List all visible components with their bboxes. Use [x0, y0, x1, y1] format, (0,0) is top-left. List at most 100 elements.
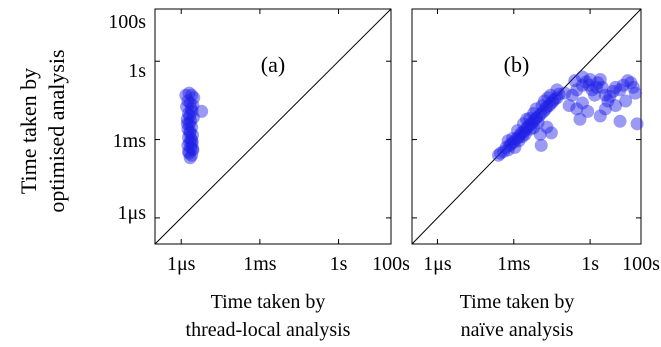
- data-point: [575, 96, 589, 110]
- data-point: [185, 137, 199, 151]
- data-point: [570, 102, 584, 116]
- data-point: [510, 124, 524, 138]
- data-point: [630, 117, 644, 131]
- data-point: [182, 86, 196, 100]
- data-point: [518, 127, 532, 141]
- data-point: [550, 83, 564, 97]
- data-point: [493, 146, 507, 160]
- data-point: [575, 70, 589, 84]
- data-point: [534, 138, 548, 152]
- data-point: [182, 130, 196, 144]
- data-point: [517, 125, 531, 139]
- data-point: [603, 89, 617, 103]
- data-point: [628, 86, 642, 100]
- data-point: [514, 126, 528, 140]
- data-point: [613, 114, 627, 128]
- data-point: [183, 126, 197, 140]
- data-point: [542, 99, 556, 113]
- diagonal-line: [411, 8, 642, 245]
- data-point: [521, 120, 535, 134]
- data-point: [520, 112, 534, 126]
- x-tick-label: 1μs: [167, 253, 196, 275]
- data-point: [598, 88, 612, 102]
- data-point: [609, 99, 623, 113]
- data-point: [591, 76, 605, 90]
- x-tick-label: 100s: [622, 253, 660, 275]
- data-point: [525, 117, 539, 131]
- data-point: [184, 133, 198, 147]
- data-point: [186, 142, 200, 156]
- data-point: [583, 72, 597, 86]
- plot-frame: [411, 8, 642, 245]
- data-point: [541, 91, 555, 105]
- data-point: [544, 126, 558, 140]
- data-point: [183, 125, 197, 139]
- y-tick-label: 1s: [128, 60, 146, 82]
- data-point: [573, 112, 587, 126]
- x-axis-label-b-line2: naïve analysis: [461, 319, 574, 341]
- data-point: [588, 88, 602, 102]
- data-point: [186, 128, 200, 142]
- panel-a: 1μs 1ms 1s 100s (a): [154, 8, 410, 275]
- data-point: [534, 106, 548, 120]
- data-point: [503, 138, 517, 152]
- data-point: [506, 131, 520, 145]
- data-point: [544, 88, 558, 102]
- data-point: [516, 117, 530, 131]
- data-point: [619, 94, 633, 108]
- data-point: [182, 144, 196, 158]
- y-tick-label: 1μs: [117, 202, 146, 224]
- data-point: [183, 96, 197, 110]
- data-point: [184, 140, 198, 154]
- y-tick-labels: 100s 1s 1ms 1μs: [108, 11, 146, 224]
- data-point: [624, 76, 638, 90]
- data-point: [579, 75, 593, 89]
- data-point: [585, 83, 599, 97]
- data-point: [593, 109, 607, 123]
- data-point: [181, 122, 195, 136]
- data-point: [185, 120, 199, 134]
- x-tick-label: 1ms: [243, 253, 277, 275]
- data-point: [548, 92, 562, 106]
- x-tick-label: 1s: [581, 253, 599, 275]
- data-point: [550, 91, 564, 105]
- data-point: [540, 120, 554, 134]
- x-tick-label: 100s: [372, 253, 410, 275]
- x-tick-label: 1s: [330, 253, 348, 275]
- data-point: [535, 99, 549, 113]
- data-point: [522, 118, 536, 132]
- data-point: [519, 122, 533, 136]
- data-point: [182, 146, 196, 160]
- data-point: [590, 80, 604, 94]
- x-axis-label-b-line1: Time taken by: [460, 291, 575, 313]
- data-point: [581, 104, 595, 118]
- data-point: [626, 80, 640, 94]
- data-point: [606, 84, 620, 98]
- data-point: [515, 130, 529, 144]
- data-point: [184, 114, 198, 128]
- data-point: [562, 99, 576, 113]
- data-point: [609, 80, 623, 94]
- data-point: [537, 104, 551, 118]
- data-point: [539, 102, 553, 116]
- data-point: [184, 102, 198, 116]
- data-point: [621, 74, 635, 88]
- data-point: [552, 87, 566, 101]
- data-point: [180, 112, 194, 126]
- data-point: [532, 109, 546, 123]
- data-point: [507, 135, 521, 149]
- data-point: [501, 143, 515, 157]
- panel-label: (b): [504, 52, 530, 77]
- data-point: [565, 88, 579, 102]
- data-point: [185, 148, 199, 162]
- data-point: [558, 86, 572, 100]
- data-point: [180, 117, 194, 131]
- data-point: [183, 109, 197, 123]
- panel-label: (a): [261, 52, 285, 77]
- data-point: [529, 102, 543, 116]
- data-point: [508, 140, 522, 154]
- data-point: [185, 134, 199, 148]
- data-point: [182, 106, 196, 120]
- y-tick-label: 1ms: [113, 130, 147, 152]
- panel-b: 1μs 1ms 1s 100s (b): [411, 8, 660, 275]
